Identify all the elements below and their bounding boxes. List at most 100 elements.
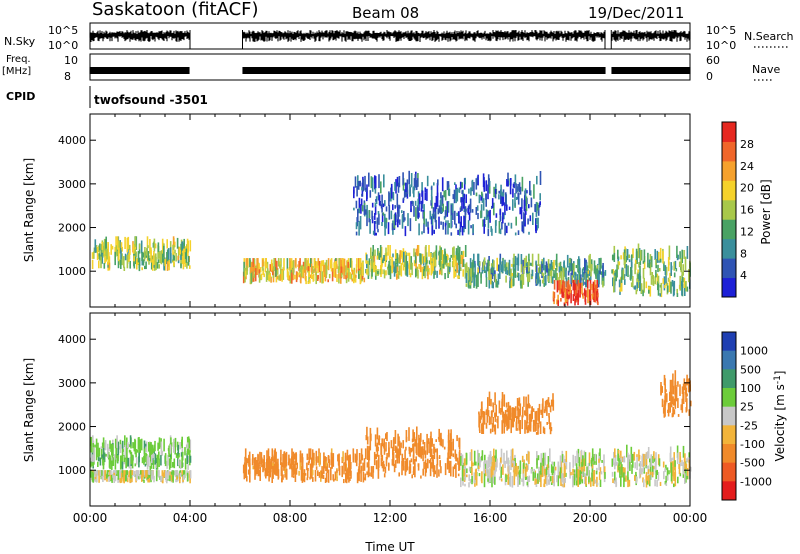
echo-mark — [580, 274, 582, 288]
y-tick-label-2000: 2000 — [58, 421, 86, 434]
vel-echo-mark — [489, 468, 491, 483]
echo-mark — [328, 274, 331, 279]
vel-echo-mark — [383, 464, 385, 469]
echo-mark — [415, 248, 418, 256]
echo-mark — [523, 257, 526, 268]
echo-mark — [454, 271, 457, 277]
vel-echo-mark — [473, 472, 476, 484]
echo-mark — [377, 192, 380, 198]
vel-echo-mark — [527, 425, 530, 433]
echo-mark — [322, 271, 324, 284]
echo-mark — [397, 210, 399, 223]
vel-echo-mark — [677, 476, 679, 484]
vel-echo-mark — [557, 461, 560, 476]
vel-echo-mark — [644, 456, 646, 467]
power-colorbar-swatch-3 — [722, 219, 736, 240]
echo-mark — [467, 207, 469, 214]
vel-echo-mark — [658, 458, 661, 467]
vel-echo-mark — [525, 396, 527, 412]
echo-mark — [571, 263, 573, 277]
vel-echo-mark — [484, 463, 487, 469]
echo-mark — [444, 226, 447, 235]
echo-mark — [686, 286, 689, 292]
echo-mark — [283, 258, 285, 271]
vel-echo-mark — [678, 464, 680, 469]
vel-echo-mark — [397, 433, 399, 447]
vel-echo-mark — [677, 398, 679, 408]
vel-echo-mark — [178, 459, 181, 469]
echo-mark — [315, 261, 318, 269]
echo-mark — [632, 276, 634, 288]
vel-echo-mark — [550, 399, 553, 407]
vel-echo-mark — [306, 468, 309, 478]
vel-echo-mark — [128, 457, 131, 469]
vel-echo-mark — [369, 436, 372, 451]
echo-mark — [385, 217, 387, 229]
vel-echo-mark — [282, 454, 284, 466]
vel-echo-mark — [243, 462, 246, 466]
date-title: 19/Dec/2011 — [588, 4, 684, 22]
vel-echo-mark — [532, 471, 535, 481]
echo-mark — [531, 269, 534, 277]
echo-mark — [455, 189, 457, 204]
echo-mark — [673, 261, 675, 271]
vel-echo-mark — [511, 448, 514, 463]
vel-echo-mark — [94, 470, 96, 477]
echo-mark — [562, 285, 564, 299]
echo-mark — [649, 254, 652, 262]
echo-mark — [583, 288, 586, 296]
vel-echo-mark — [685, 469, 687, 483]
echo-mark — [682, 264, 684, 276]
vel-echo-mark — [470, 467, 472, 473]
echo-mark — [452, 203, 454, 213]
echo-mark — [319, 271, 322, 283]
vel-echo-mark — [539, 423, 541, 428]
echo-mark — [163, 257, 165, 270]
vel-echo-mark — [532, 425, 535, 432]
vel-echo-mark — [412, 471, 415, 474]
vel-echo-mark — [268, 456, 271, 463]
nave-tick-bottom: 0 — [706, 70, 713, 83]
vel-echo-region-6 — [478, 391, 555, 435]
vel-echo-mark — [327, 469, 330, 483]
echo-mark — [379, 269, 382, 275]
echo-mark — [433, 229, 435, 234]
echo-mark — [537, 253, 540, 266]
vel-echo-mark — [347, 468, 349, 474]
echo-mark — [643, 249, 646, 263]
echo-mark — [417, 269, 419, 279]
vel-echo-mark — [381, 454, 384, 461]
echo-mark — [369, 190, 372, 198]
velocity-colorbar-swatch-1 — [722, 350, 736, 370]
echo-mark — [495, 279, 497, 288]
echo-mark — [374, 175, 376, 190]
echo-mark — [471, 209, 474, 213]
echo-mark — [457, 229, 459, 235]
echo-mark — [520, 254, 523, 265]
velocity-colorbar-tick-5: -100 — [740, 438, 765, 451]
vel-echo-mark — [581, 479, 584, 484]
vel-echo-mark — [115, 470, 117, 475]
vel-echo-mark — [500, 478, 503, 482]
vel-echo-mark — [535, 410, 538, 424]
echo-mark — [358, 270, 361, 275]
echo-mark — [528, 272, 531, 283]
echo-mark — [366, 204, 368, 219]
echo-mark — [345, 265, 347, 277]
echo-mark — [506, 204, 508, 211]
echo-mark — [466, 265, 468, 273]
vel-echo-mark — [533, 420, 535, 426]
vel-echo-mark — [474, 469, 477, 480]
vel-echo-mark — [594, 479, 597, 484]
echo-mark — [463, 226, 465, 233]
echo-mark — [512, 183, 515, 188]
echo-mark — [448, 223, 451, 228]
vel-echo-mark — [284, 463, 286, 467]
vel-echo-mark — [272, 462, 274, 466]
echo-mark — [461, 190, 463, 195]
vel-echo-mark — [507, 425, 509, 430]
vel-echo-mark — [651, 465, 654, 478]
vel-echo-mark — [150, 442, 152, 455]
